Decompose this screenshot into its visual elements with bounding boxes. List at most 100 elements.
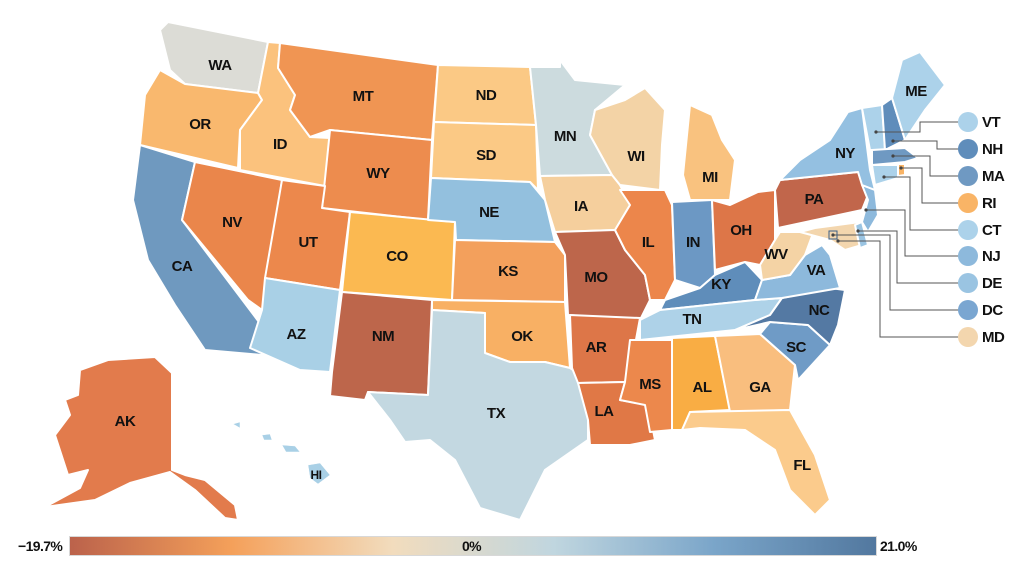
state-KS[interactable]: KS <box>451 239 566 303</box>
callout-label-dc: DC <box>982 302 1003 319</box>
state-IA[interactable]: IA <box>539 174 631 233</box>
state-label-mn: MN <box>554 128 576 145</box>
state-CT[interactable] <box>871 164 899 186</box>
callout-label-md: MD <box>982 329 1005 346</box>
state-label-nm: NM <box>372 328 394 345</box>
state-label-ok: OK <box>511 328 533 345</box>
state-FL[interactable]: FL <box>681 409 831 516</box>
state-label-fl: FL <box>793 457 811 474</box>
state-label-tx: TX <box>487 405 506 422</box>
state-label-mi: MI <box>702 169 718 186</box>
callout-ma[interactable]: MA <box>891 154 1005 186</box>
state-label-az: AZ <box>287 326 306 343</box>
callout-de[interactable]: DE <box>856 229 1003 293</box>
state-NJ[interactable] <box>861 184 879 233</box>
ct-swatch-icon <box>958 220 978 240</box>
state-label-ms: MS <box>639 376 661 393</box>
state-label-pa: PA <box>805 191 824 208</box>
state-IL[interactable]: IL <box>614 189 676 301</box>
callout-vt[interactable]: VT <box>874 112 1001 134</box>
callout-ct[interactable]: CT <box>882 175 1002 240</box>
state-MI[interactable]: MI <box>682 104 736 201</box>
state-AR[interactable]: AR <box>569 314 641 384</box>
callout-label-de: DE <box>982 275 1002 292</box>
vt-swatch-icon <box>958 112 978 132</box>
state-ME[interactable]: ME <box>891 51 946 141</box>
callout-nh[interactable]: NH <box>891 139 1003 159</box>
callout-label-nh: NH <box>982 141 1003 158</box>
state-NY[interactable]: NY <box>779 107 876 191</box>
state-label-ne: NE <box>479 204 499 221</box>
state-label-ut: UT <box>299 234 318 251</box>
state-label-wa: WA <box>208 57 232 74</box>
state-label-ca: CA <box>172 258 193 275</box>
state-label-ny: NY <box>835 145 855 162</box>
state-AK[interactable]: AK <box>44 356 239 521</box>
state-IN[interactable]: IN <box>671 199 716 289</box>
state-NC[interactable]: NC <box>734 287 846 346</box>
state-label-il: IL <box>642 234 655 251</box>
state-PA[interactable]: PA <box>774 171 869 229</box>
legend-max-label: 21.0% <box>880 538 917 554</box>
ma-swatch-icon <box>958 166 978 186</box>
callout-label-ma: MA <box>982 168 1005 185</box>
state-label-ia: IA <box>574 198 589 215</box>
state-label-nc: NC <box>809 302 830 319</box>
state-NM[interactable]: NM <box>329 291 433 401</box>
state-label-or: OR <box>189 116 211 133</box>
state-label-ak: AK <box>115 413 136 430</box>
state-label-ar: AR <box>586 339 607 356</box>
callout-ri[interactable]: RI <box>899 166 997 213</box>
state-AZ[interactable]: AZ <box>249 277 341 373</box>
legend-min-label: −19.7% <box>18 538 63 554</box>
state-CO[interactable]: CO <box>341 211 456 301</box>
ri-swatch-icon <box>958 193 978 213</box>
state-label-in: IN <box>686 234 700 251</box>
state-label-mo: MO <box>584 269 608 286</box>
state-GA[interactable]: GA <box>714 333 796 413</box>
callout-dc[interactable]: DC <box>828 230 1004 320</box>
state-RI[interactable] <box>897 163 906 177</box>
color-scale-legend: −19.7% 0% 21.0% <box>0 536 1024 558</box>
state-label-hi: HI <box>311 468 322 482</box>
state-label-oh: OH <box>730 222 752 239</box>
state-label-mt: MT <box>353 88 374 105</box>
legend-gradient-bar <box>69 536 877 556</box>
state-label-nv: NV <box>222 214 242 231</box>
state-UT[interactable]: UT <box>264 179 351 291</box>
state-label-co: CO <box>386 248 408 265</box>
callout-label-vt: VT <box>982 114 1001 131</box>
callout-label-ct: CT <box>982 222 1001 239</box>
nj-swatch-icon <box>958 246 978 266</box>
state-MT[interactable]: MT <box>277 42 439 141</box>
state-label-ga: GA <box>749 379 771 396</box>
callouts: VT NH MA RI CT <box>828 112 1005 347</box>
state-label-ks: KS <box>498 263 518 280</box>
state-HI[interactable]: HI <box>232 421 331 485</box>
state-label-sd: SD <box>476 147 497 164</box>
state-label-wi: WI <box>627 148 645 165</box>
state-label-me: ME <box>905 83 927 100</box>
state-WI[interactable]: WI <box>589 87 666 191</box>
state-label-tn: TN <box>683 311 702 328</box>
state-label-sc: SC <box>786 339 807 356</box>
legend-mid-label: 0% <box>462 538 482 554</box>
md-swatch-icon <box>958 327 978 347</box>
state-ND[interactable]: ND <box>433 64 537 126</box>
nh-swatch-icon <box>958 139 978 159</box>
dc-swatch-icon <box>958 300 978 320</box>
state-label-wv: WV <box>764 246 788 263</box>
callout-label-ri: RI <box>982 195 996 212</box>
state-TX[interactable]: TX <box>367 309 589 521</box>
callout-label-nj: NJ <box>982 248 1000 265</box>
callout-nj[interactable]: NJ <box>864 208 1001 266</box>
state-label-al: AL <box>693 379 712 396</box>
callout-md[interactable]: MD <box>836 239 1005 347</box>
state-label-nd: ND <box>476 87 497 104</box>
state-label-la: LA <box>595 403 615 420</box>
de-swatch-icon <box>958 273 978 293</box>
state-label-wy: WY <box>366 165 390 182</box>
state-label-id: ID <box>273 136 288 153</box>
state-WY[interactable]: WY <box>321 129 433 221</box>
